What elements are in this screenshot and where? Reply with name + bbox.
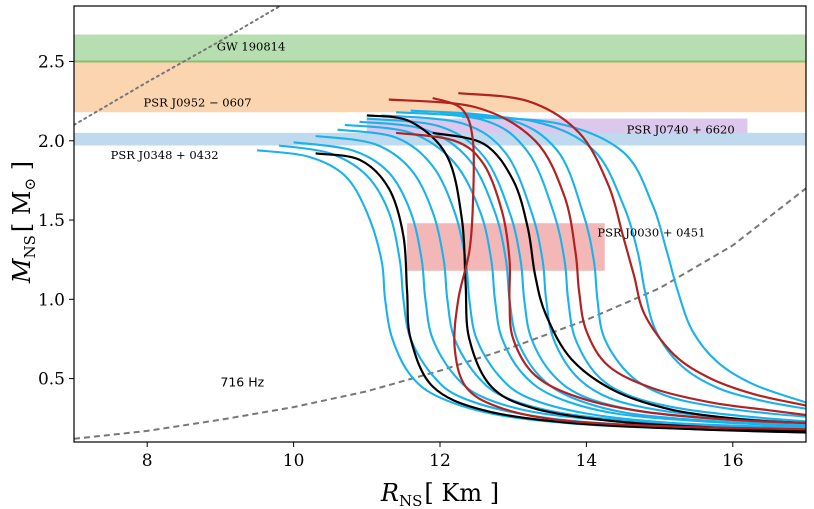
- y-axis-label-sub: NS: [21, 235, 39, 258]
- y-tick-label: 2.0: [38, 132, 65, 152]
- curve-blue-2: [278, 144, 806, 432]
- limit-line-dotted: [74, 6, 283, 126]
- band-psr-j0348-0432: [74, 132, 806, 146]
- limit-line-716-hz: [74, 187, 806, 440]
- curve-black-1: [315, 152, 806, 434]
- limit-lines: [74, 6, 806, 440]
- x-axis-label-unit: [ Km ]: [424, 479, 499, 507]
- x-axis-label-sub: NS: [399, 492, 422, 509]
- y-axis-label-unit-sub: ⊙: [21, 178, 39, 191]
- annotation-716-hz: 716 Hz: [220, 375, 264, 390]
- x-tick-label: 12: [429, 451, 451, 471]
- curve-blue-12: [439, 112, 806, 410]
- y-tick-label: 1.0: [38, 290, 65, 310]
- band-labels: GW 190814 PSR J0952 − 0607 PSR J0740 + 662…: [111, 39, 735, 239]
- x-tick-label: 8: [142, 451, 153, 471]
- label-gw-190814: GW 190814: [217, 39, 286, 53]
- curve-black-2: [366, 114, 806, 432]
- x-axis-label-main: R: [380, 479, 399, 507]
- y-tick-label: 1.5: [38, 211, 65, 231]
- y-axis-label-unit-close: ]: [8, 161, 36, 178]
- curve-blue-5: [337, 128, 806, 429]
- y-axis-ticks: 0.5 1.0 1.5 2.0 2.5: [38, 52, 74, 390]
- x-axis-ticks: 8 10 12 14 16: [142, 442, 744, 471]
- curve-red-2: [395, 131, 806, 425]
- curve-blue-9: [381, 114, 806, 425]
- curve-red-1: [432, 96, 806, 431]
- x-axis-label: RNS[ Km ]: [380, 479, 499, 509]
- y-axis-label-unit-open: [ M: [8, 191, 36, 233]
- label-psr-j0952-0607: PSR J0952 − 0607: [144, 96, 252, 110]
- curve-black-3: [432, 131, 806, 425]
- curve-blue-7: [359, 120, 806, 428]
- curve-blue-10: [396, 111, 806, 423]
- curve-blue-11: [410, 109, 806, 418]
- x-tick-label: 16: [722, 451, 744, 471]
- curve-blue-6: [344, 123, 806, 428]
- y-tick-label: 2.5: [38, 52, 65, 72]
- label-psr-j0348-0432: PSR J0348 + 0432: [111, 148, 219, 162]
- eos-curves: [256, 92, 806, 434]
- annotations: 716 Hz: [220, 375, 264, 390]
- curve-red-3: [388, 98, 806, 417]
- label-psr-j0030-0451: PSR J0030 + 0451: [597, 226, 705, 240]
- band-gw-190814: [74, 34, 806, 62]
- curve-blue-4: [315, 134, 806, 431]
- x-tick-label: 14: [576, 451, 598, 471]
- band-psr-j0952-0607: [74, 61, 806, 113]
- y-axis-label-main: M: [8, 257, 36, 284]
- y-tick-label: 0.5: [38, 370, 65, 390]
- curve-red-4: [458, 92, 806, 407]
- curve-blue-13: [461, 115, 806, 404]
- x-tick-label: 10: [283, 451, 305, 471]
- label-psr-j0740-6620: PSR J0740 + 6620: [627, 123, 735, 137]
- y-axis-label: MNS[ M⊙ ]: [8, 161, 39, 284]
